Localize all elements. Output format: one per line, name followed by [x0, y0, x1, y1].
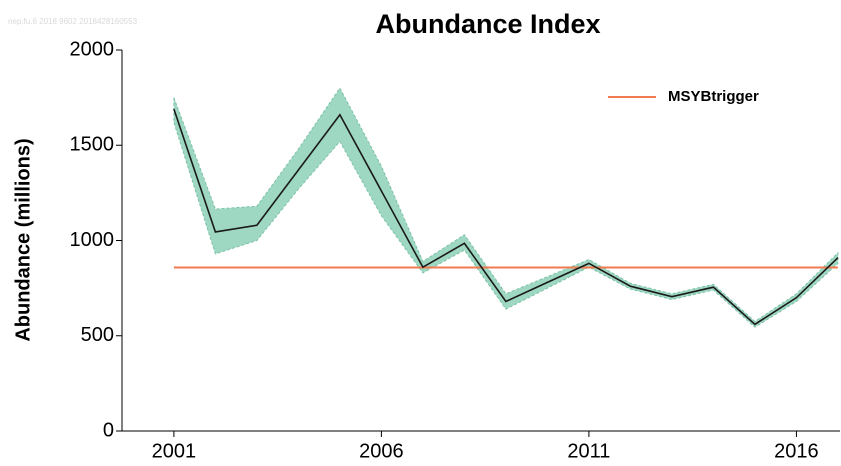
legend-label: MSYBtrigger: [668, 88, 759, 105]
x-tick-label: 2011: [567, 440, 610, 462]
y-axis-label: Abundance (millions): [12, 138, 34, 341]
y-tick-label: 500: [81, 324, 114, 346]
series-line: [173, 108, 839, 326]
y-tick-label: 0: [103, 419, 114, 441]
confidence-band: [173, 87, 839, 328]
y-tick-label: 1000: [70, 229, 115, 251]
x-tick-label: 2016: [774, 440, 819, 462]
y-tick-label: 1500: [70, 134, 115, 156]
y-tick-label: 2000: [70, 38, 115, 60]
watermark: nep.fu.6 2018 9602 2018428160553: [8, 17, 138, 26]
x-tick-label: 2006: [359, 440, 404, 462]
x-tick-label: 2001: [152, 440, 197, 462]
chart-title: Abundance Index: [375, 9, 600, 39]
